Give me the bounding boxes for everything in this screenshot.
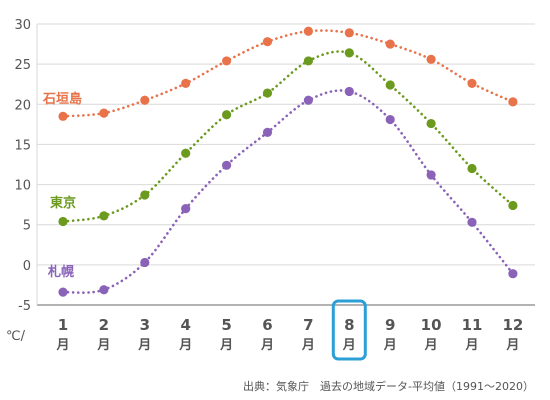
x-tick-label: 9 bbox=[385, 316, 395, 334]
data-point bbox=[58, 287, 68, 297]
data-point bbox=[344, 48, 354, 58]
data-point bbox=[140, 95, 150, 105]
data-point bbox=[508, 200, 518, 211]
x-tick-unit: 月 bbox=[464, 338, 478, 353]
x-tick-label: 2 bbox=[99, 316, 109, 334]
x-tick-unit: 月 bbox=[260, 338, 274, 353]
y-tick-label: 15 bbox=[14, 138, 31, 153]
x-tick-label: 12 bbox=[502, 316, 523, 334]
data-point bbox=[426, 170, 436, 180]
x-tick-label: 4 bbox=[180, 316, 190, 334]
grid-lines bbox=[36, 23, 535, 306]
x-tick-label: 1 bbox=[58, 316, 68, 334]
series-札幌 bbox=[58, 86, 518, 297]
data-point bbox=[181, 78, 191, 89]
x-tick-unit: 月 bbox=[301, 338, 315, 353]
data-point bbox=[181, 148, 191, 158]
data-point bbox=[467, 78, 477, 89]
data-point bbox=[426, 118, 436, 129]
data-point bbox=[222, 160, 232, 170]
x-tick-label: 6 bbox=[262, 316, 272, 334]
data-point bbox=[508, 269, 518, 279]
x-tick-unit: 月 bbox=[137, 338, 151, 353]
data-point bbox=[58, 216, 68, 227]
x-tick-label: 10 bbox=[421, 316, 442, 334]
y-tick-label: -5 bbox=[18, 299, 31, 314]
x-tick-label: 5 bbox=[221, 316, 231, 334]
data-point bbox=[99, 108, 109, 118]
y-tick-label: 0 bbox=[23, 259, 31, 274]
data-point bbox=[222, 56, 232, 66]
series-label: 札幌 bbox=[47, 264, 74, 280]
x-tick-unit: 月 bbox=[342, 338, 356, 353]
data-point bbox=[385, 39, 395, 49]
x-tick-label: 3 bbox=[140, 316, 150, 334]
series-layer bbox=[58, 26, 518, 297]
data-point bbox=[58, 111, 68, 121]
data-point bbox=[262, 88, 273, 98]
series-東京 bbox=[58, 48, 518, 227]
y-tick-label: 10 bbox=[14, 179, 31, 194]
data-point bbox=[467, 217, 477, 227]
data-point bbox=[303, 95, 313, 105]
x-tick-unit: 月 bbox=[178, 338, 192, 353]
x-tick-unit: 月 bbox=[219, 338, 233, 353]
series-line bbox=[61, 29, 515, 118]
y-tick-label: 30 bbox=[14, 18, 31, 33]
x-tick-unit: 月 bbox=[505, 338, 519, 353]
data-point bbox=[344, 86, 354, 97]
x-tick-label: 8 bbox=[344, 316, 354, 334]
highlight-layer bbox=[331, 299, 367, 361]
data-point bbox=[222, 110, 232, 120]
series-line bbox=[61, 50, 515, 223]
highlight-box-month bbox=[331, 299, 367, 361]
data-point bbox=[385, 80, 395, 90]
data-point bbox=[262, 127, 273, 137]
data-point bbox=[344, 28, 354, 38]
series-石垣島 bbox=[58, 26, 518, 121]
y-axis-ticks: -5 0 5 10 15 20 25 30 bbox=[14, 18, 31, 314]
x-tick-unit: 月 bbox=[55, 338, 69, 353]
data-point bbox=[426, 54, 436, 64]
data-point bbox=[303, 56, 313, 66]
data-point bbox=[303, 26, 313, 36]
x-tick-unit: 月 bbox=[383, 338, 397, 353]
data-point bbox=[99, 285, 109, 295]
y-unit-label: ℃/ bbox=[6, 329, 26, 344]
data-point bbox=[140, 257, 150, 268]
x-tick-label: 11 bbox=[462, 316, 483, 334]
source-note: 出典：気象庁 過去の地域データ-平均値（1991〜2020） bbox=[243, 380, 534, 393]
x-tick-label: 7 bbox=[303, 316, 313, 334]
y-tick-label: 20 bbox=[14, 98, 31, 113]
data-point bbox=[467, 163, 477, 174]
y-tick-label: 5 bbox=[23, 219, 31, 234]
data-point bbox=[262, 37, 273, 47]
series-line bbox=[61, 89, 515, 294]
data-point bbox=[140, 190, 150, 200]
data-point bbox=[99, 211, 109, 221]
x-tick-unit: 月 bbox=[424, 338, 438, 353]
x-axis-ticks: 1 月 2 月 3 月 4 月 5 月 6 月 7 月 8 月 9 月 10 月 11 月 12 月 bbox=[55, 316, 523, 353]
series-label: 東京 bbox=[50, 195, 76, 211]
data-point bbox=[385, 114, 395, 125]
series-label: 石垣島 bbox=[42, 91, 82, 107]
data-point bbox=[181, 204, 191, 214]
x-tick-unit: 月 bbox=[96, 338, 110, 353]
data-point bbox=[508, 97, 518, 107]
y-tick-label: 25 bbox=[14, 58, 31, 73]
